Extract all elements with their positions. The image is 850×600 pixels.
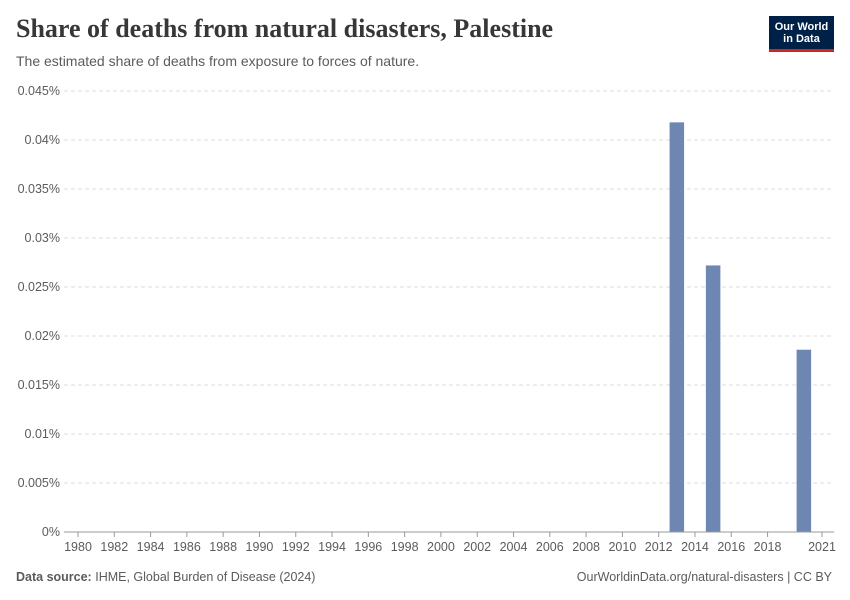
x-tick-label: 1982 (100, 540, 128, 554)
bars (669, 122, 812, 533)
x-tick-label: 1992 (282, 540, 310, 554)
data-source-label: Data source: (16, 570, 92, 584)
y-tick-label: 0.03% (25, 231, 60, 245)
y-axis-labels: 0% 0.005% 0.01% 0.015% 0.02% 0.025% 0.03% 0.035… (18, 84, 60, 539)
bar-2020[interactable] (796, 349, 812, 532)
data-source: Data source: IHME, Global Burden of Dise… (16, 570, 315, 584)
x-tick-label: 2012 (645, 540, 673, 554)
x-tick-label: 2000 (427, 540, 455, 554)
y-tick-label: 0.02% (25, 329, 60, 343)
bar-2013[interactable] (669, 122, 685, 533)
x-tick-label: 2016 (717, 540, 745, 554)
x-tick-label: 2021 (808, 540, 836, 554)
x-axis: 1980 1982 1984 1986 1988 1990 1992 1994 1996 1998… (64, 531, 836, 554)
y-tick-label: 0.04% (25, 133, 60, 147)
logo-line-1: Our World (774, 21, 829, 33)
x-tick-label: 2006 (536, 540, 564, 554)
chart-title: Share of deaths from natural disasters, … (16, 14, 554, 43)
x-tick-label: 1998 (391, 540, 419, 554)
x-tick-label: 2014 (681, 540, 709, 554)
y-tick-label: 0% (42, 525, 60, 539)
gridlines (64, 90, 834, 484)
x-tick-label: 1996 (354, 540, 382, 554)
x-tick-label: 1980 (64, 540, 92, 554)
x-tick-label: 1984 (137, 540, 165, 554)
source-link[interactable]: OurWorldinData.org/natural-disasters | C… (576, 570, 832, 584)
owid-logo[interactable]: Our World in Data (769, 16, 834, 52)
x-tick-label: 2010 (608, 540, 636, 554)
x-tick-label: 1994 (318, 540, 346, 554)
data-source-value: IHME, Global Burden of Disease (2024) (95, 570, 316, 584)
y-tick-label: 0.01% (25, 427, 60, 441)
logo-line-2: in Data (783, 33, 820, 45)
bar-2015[interactable] (705, 265, 721, 532)
x-tick-label: 2002 (463, 540, 491, 554)
x-tick-label: 1988 (209, 540, 237, 554)
y-tick-label: 0.025% (18, 280, 60, 294)
y-tick-label: 0.005% (18, 476, 60, 490)
y-tick-label: 0.045% (18, 84, 60, 98)
x-tick-label: 2004 (500, 540, 528, 554)
x-tick-label: 1986 (173, 540, 201, 554)
x-tick-label: 2018 (754, 540, 782, 554)
chart-subtitle: The estimated share of deaths from expos… (16, 53, 420, 69)
x-tick-label: 1990 (246, 540, 274, 554)
y-tick-label: 0.015% (18, 378, 60, 392)
x-tick-label: 2008 (572, 540, 600, 554)
y-tick-label: 0.035% (18, 182, 60, 196)
